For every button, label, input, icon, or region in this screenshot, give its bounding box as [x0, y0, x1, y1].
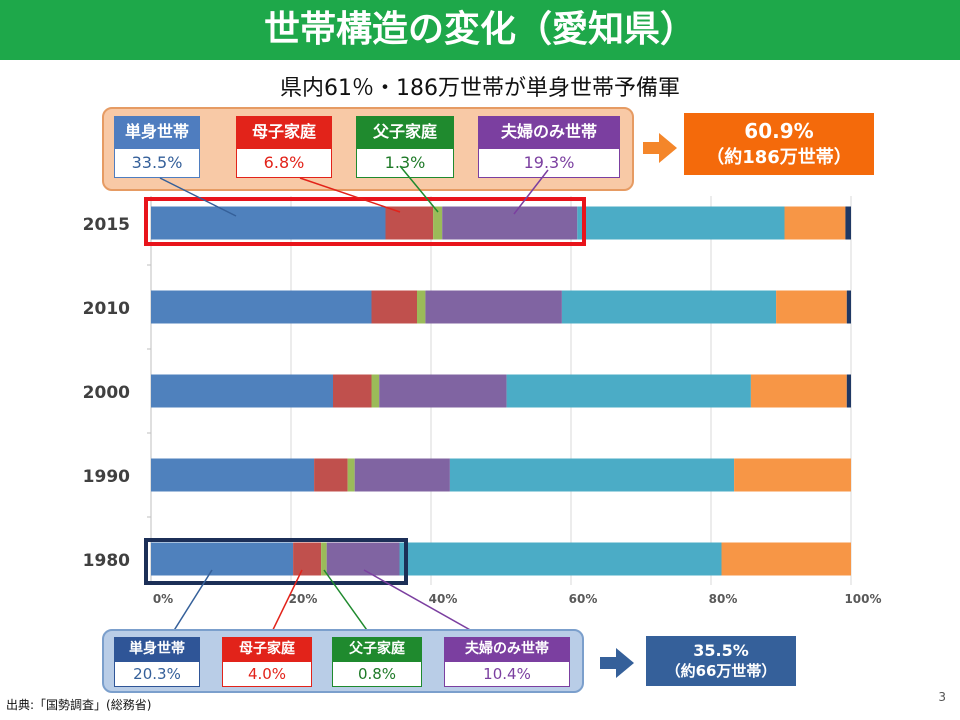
callout-2015-percent: 60.9%	[744, 119, 814, 143]
y-tick-label-2000: 2000	[83, 383, 130, 403]
bar-segment-1980-0	[151, 542, 294, 576]
bar-segment-2015-2	[433, 206, 443, 240]
bar-segment-2000-0	[151, 374, 333, 408]
bar-segment-2015-1	[385, 206, 434, 240]
callout-2015: 60.9% （約186万世帯）	[684, 113, 874, 175]
bar-segment-1990-0	[151, 458, 315, 492]
page-number: 3	[938, 690, 946, 704]
bar-segment-2000-5	[750, 374, 847, 408]
bar-segment-1990-4	[449, 458, 735, 492]
legend-2015-mother-value: 6.8%	[236, 148, 332, 178]
bar-segment-2010-4	[561, 290, 777, 324]
x-tick-label: 80%	[709, 592, 738, 606]
arrow-right-icon	[600, 648, 634, 678]
slide-subtitle: 県内61％・186万世帯が単身世帯予備軍	[280, 76, 680, 101]
y-tick-label-2010: 2010	[83, 299, 130, 319]
legend-1980-mother-value: 4.0%	[222, 661, 312, 687]
bar-segment-2010-3	[425, 290, 562, 324]
bar-segment-2010-2	[417, 290, 426, 324]
bar-segment-1990-1	[314, 458, 348, 492]
x-tick-label: 60%	[569, 592, 598, 606]
bar-segment-1980-1	[293, 542, 322, 576]
legend-2015-couple-value: 19.3%	[478, 148, 620, 178]
bar-segment-2010-6	[846, 290, 851, 324]
callout-1980: 35.5% （約66万世帯）	[646, 636, 796, 686]
bar-segment-1980-3	[326, 542, 400, 576]
bar-segment-1990-2	[347, 458, 355, 492]
bar-segment-2015-6	[845, 206, 851, 240]
bar-segment-2010-1	[371, 290, 417, 324]
y-tick-label-1980: 1980	[83, 551, 130, 571]
legend-2015-father-value: 1.3%	[356, 148, 454, 178]
arrow-right-icon	[643, 133, 677, 163]
bar-segment-2010-0	[151, 290, 372, 324]
bar-segment-2015-4	[577, 206, 785, 240]
bar-segment-1980-4	[399, 542, 722, 576]
bar-segment-2015-3	[442, 206, 578, 240]
x-tick-label: 40%	[429, 592, 458, 606]
callout-1980-percent: 35.5%	[693, 641, 749, 660]
y-tick-label-2015: 2015	[83, 215, 130, 235]
slide-title: 世帯構造の変化（愛知県）	[0, 0, 960, 60]
bar-segment-2000-4	[506, 374, 751, 408]
callout-1980-households: （約66万世帯）	[665, 662, 777, 680]
source-citation: 出典:「国勢調査」(総務省)	[6, 698, 152, 712]
legend-1980-father-label: 父子家庭	[332, 637, 422, 661]
bar-segment-1980-5	[721, 542, 851, 576]
bar-segment-2000-3	[379, 374, 507, 408]
legend-2015-couple-label: 夫婦のみ世帯	[478, 116, 620, 148]
bar-segment-2015-5	[784, 206, 846, 240]
legend-2015-father-label: 父子家庭	[356, 116, 454, 148]
legend-2015-single-label: 単身世帯	[114, 116, 200, 148]
highlight-1980-box	[144, 538, 408, 585]
y-tick-label-1990: 1990	[83, 467, 130, 487]
legend-1980-single-label: 単身世帯	[114, 637, 200, 661]
x-tick-label: 20%	[289, 592, 318, 606]
x-tick-label: 100%	[844, 592, 881, 606]
bar-segment-2000-2	[371, 374, 380, 408]
x-tick-label: 0%	[153, 592, 173, 606]
legend-1980-single-value: 20.3%	[114, 661, 200, 687]
legend-2015-mother-label: 母子家庭	[236, 116, 332, 148]
bar-segment-2000-6	[846, 374, 851, 408]
highlight-2015-box	[144, 197, 586, 246]
bar-segment-1990-5	[734, 458, 851, 492]
bar-segment-2015-0	[151, 206, 386, 240]
legend-2015-single-value: 33.5%	[114, 148, 200, 178]
bar-segment-2000-1	[333, 374, 372, 408]
legend-1980-couple-label: 夫婦のみ世帯	[444, 637, 570, 661]
bar-segment-2010-5	[776, 290, 847, 324]
callout-2015-households: （約186万世帯）	[706, 147, 852, 168]
bar-segment-1990-3	[354, 458, 450, 492]
legend-1980-father-value: 0.8%	[332, 661, 422, 687]
bar-segment-1980-2	[321, 542, 327, 576]
legend-1980-mother-label: 母子家庭	[222, 637, 312, 661]
legend-1980-couple-value: 10.4%	[444, 661, 570, 687]
